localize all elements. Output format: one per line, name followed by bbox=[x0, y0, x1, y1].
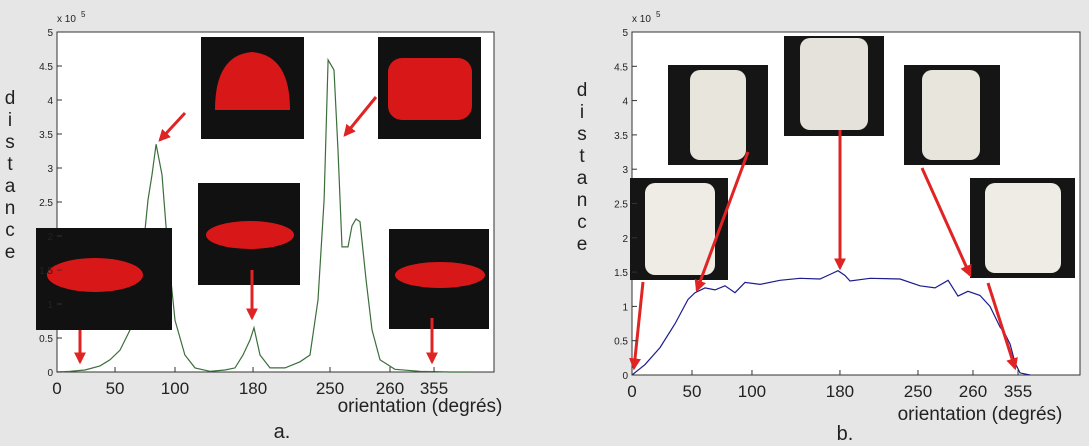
y-tick-label: 2.5 bbox=[39, 198, 53, 209]
y-multiplier-exponent: 5 bbox=[656, 10, 661, 19]
x-tick-label: 100 bbox=[738, 382, 766, 401]
y-tick-label: 3 bbox=[47, 164, 53, 175]
y-tick-label: 5 bbox=[47, 28, 53, 39]
x-tick-label: 180 bbox=[826, 382, 854, 401]
x-tick-label: 100 bbox=[161, 379, 189, 398]
y-multiplier-exponent: 5 bbox=[81, 10, 86, 19]
x-tick-label: 250 bbox=[316, 379, 344, 398]
y-tick-label: 3.5 bbox=[39, 130, 53, 141]
y-tick-label: 1.5 bbox=[614, 268, 628, 279]
y-tick-label: 0 bbox=[47, 368, 53, 379]
x-tick-label: 260 bbox=[376, 379, 404, 398]
x-tick-label: 355 bbox=[1004, 382, 1032, 401]
y-tick-label: 1.5 bbox=[39, 266, 53, 277]
x-tick-label: 0 bbox=[52, 379, 61, 398]
x-tick-label: 180 bbox=[239, 379, 267, 398]
x-axis-label: orientation (degrés) bbox=[338, 396, 503, 417]
x-tick-label: 250 bbox=[904, 382, 932, 401]
y-tick-label: 3.5 bbox=[614, 131, 628, 142]
y-tick-label: 0.5 bbox=[39, 334, 53, 345]
y-tick-label: 0 bbox=[622, 371, 628, 382]
caption: b. bbox=[837, 423, 854, 445]
x-tick-label: 0 bbox=[627, 382, 636, 401]
arrows bbox=[74, 96, 1018, 371]
y-tick-label: 2.5 bbox=[614, 200, 628, 211]
y-tick-label: 5 bbox=[622, 28, 628, 39]
caption: a. bbox=[274, 421, 291, 443]
y-tick-label: 3 bbox=[622, 165, 628, 176]
photos-b bbox=[630, 36, 1075, 280]
y-tick-label: 4 bbox=[47, 96, 53, 107]
y-tick-label: 2 bbox=[622, 234, 628, 245]
y-axis-label: distance bbox=[572, 80, 593, 256]
y-tick-label: 1 bbox=[47, 300, 53, 311]
y-tick-label: 1 bbox=[622, 302, 628, 313]
x-tick-label: 355 bbox=[420, 379, 448, 398]
y-multiplier: x 10 bbox=[632, 14, 651, 25]
x-tick-label: 50 bbox=[683, 382, 702, 401]
y-tick-label: 2 bbox=[47, 232, 53, 243]
y-axis-label: distance bbox=[0, 88, 21, 264]
x-tick-label: 50 bbox=[106, 379, 125, 398]
y-multiplier: x 10 bbox=[57, 14, 76, 25]
y-tick-label: 4.5 bbox=[39, 62, 53, 73]
y-tick-label: 4 bbox=[622, 97, 628, 108]
x-tick-label: 260 bbox=[959, 382, 987, 401]
y-tick-label: 0.5 bbox=[614, 337, 628, 348]
photos-a bbox=[36, 37, 489, 330]
y-tick-label: 4.5 bbox=[614, 62, 628, 73]
x-axis-label: orientation (degrés) bbox=[898, 404, 1063, 425]
